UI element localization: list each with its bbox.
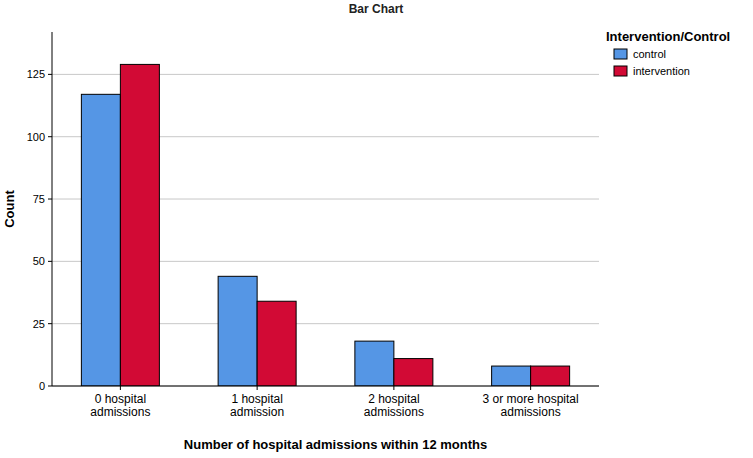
bar	[531, 366, 570, 386]
x-tick-label-line: 3 or more hospital	[483, 392, 579, 406]
x-tick-label-line: admissions	[90, 405, 150, 419]
y-tick	[48, 386, 52, 387]
legend-label: intervention	[633, 65, 690, 77]
chart: 02550751001250 hospitaladmissions1 hospi…	[0, 0, 753, 458]
x-tick-label-line: admissions	[364, 405, 424, 419]
x-tick-label-line: 1 hospital	[231, 392, 282, 406]
x-axis	[52, 386, 599, 387]
x-tick-label: 0 hospitaladmissions	[90, 392, 150, 419]
y-tick-label: 0	[39, 380, 45, 392]
x-tick-label: 2 hospitaladmissions	[364, 392, 424, 419]
y-tick	[48, 199, 52, 200]
bar	[257, 301, 296, 386]
y-axis	[52, 32, 53, 386]
x-tick	[257, 386, 258, 390]
y-tick	[48, 323, 52, 324]
y-tick-label: 125	[27, 68, 45, 80]
legend-swatch	[614, 49, 627, 59]
x-tick	[120, 386, 121, 390]
y-tick-label: 75	[33, 193, 45, 205]
y-tick-label: 100	[27, 131, 45, 143]
bar	[394, 359, 433, 386]
x-tick-label: 1 hospitaladmission	[230, 392, 284, 419]
bar	[218, 276, 257, 386]
y-tick-label: 25	[33, 318, 45, 330]
x-tick	[393, 386, 394, 390]
y-tick-label: 50	[33, 255, 45, 267]
x-tick-label-line: admission	[230, 405, 284, 419]
y-axis-label: Count	[2, 190, 17, 228]
bar	[355, 341, 394, 386]
x-tick-label-line: admissions	[501, 405, 561, 419]
x-axis-label: Number of hospital admissions within 12 …	[184, 437, 487, 452]
y-tick	[48, 74, 52, 75]
y-tick	[48, 136, 52, 137]
grid-line	[52, 386, 599, 387]
x-tick-label-line: 0 hospital	[95, 392, 146, 406]
bars	[81, 64, 569, 386]
title: Bar Chart	[349, 2, 404, 16]
bar	[120, 64, 159, 386]
x-tick-label-line: 2 hospital	[368, 392, 419, 406]
x-tick-label: 3 or more hospitaladmissions	[483, 392, 579, 419]
legend-title: Intervention/Control	[606, 29, 730, 44]
legend-swatch	[614, 66, 627, 76]
legend-label: control	[633, 48, 666, 60]
y-tick	[48, 261, 52, 262]
bar	[492, 366, 531, 386]
x-tick	[530, 386, 531, 390]
bar	[81, 94, 120, 386]
